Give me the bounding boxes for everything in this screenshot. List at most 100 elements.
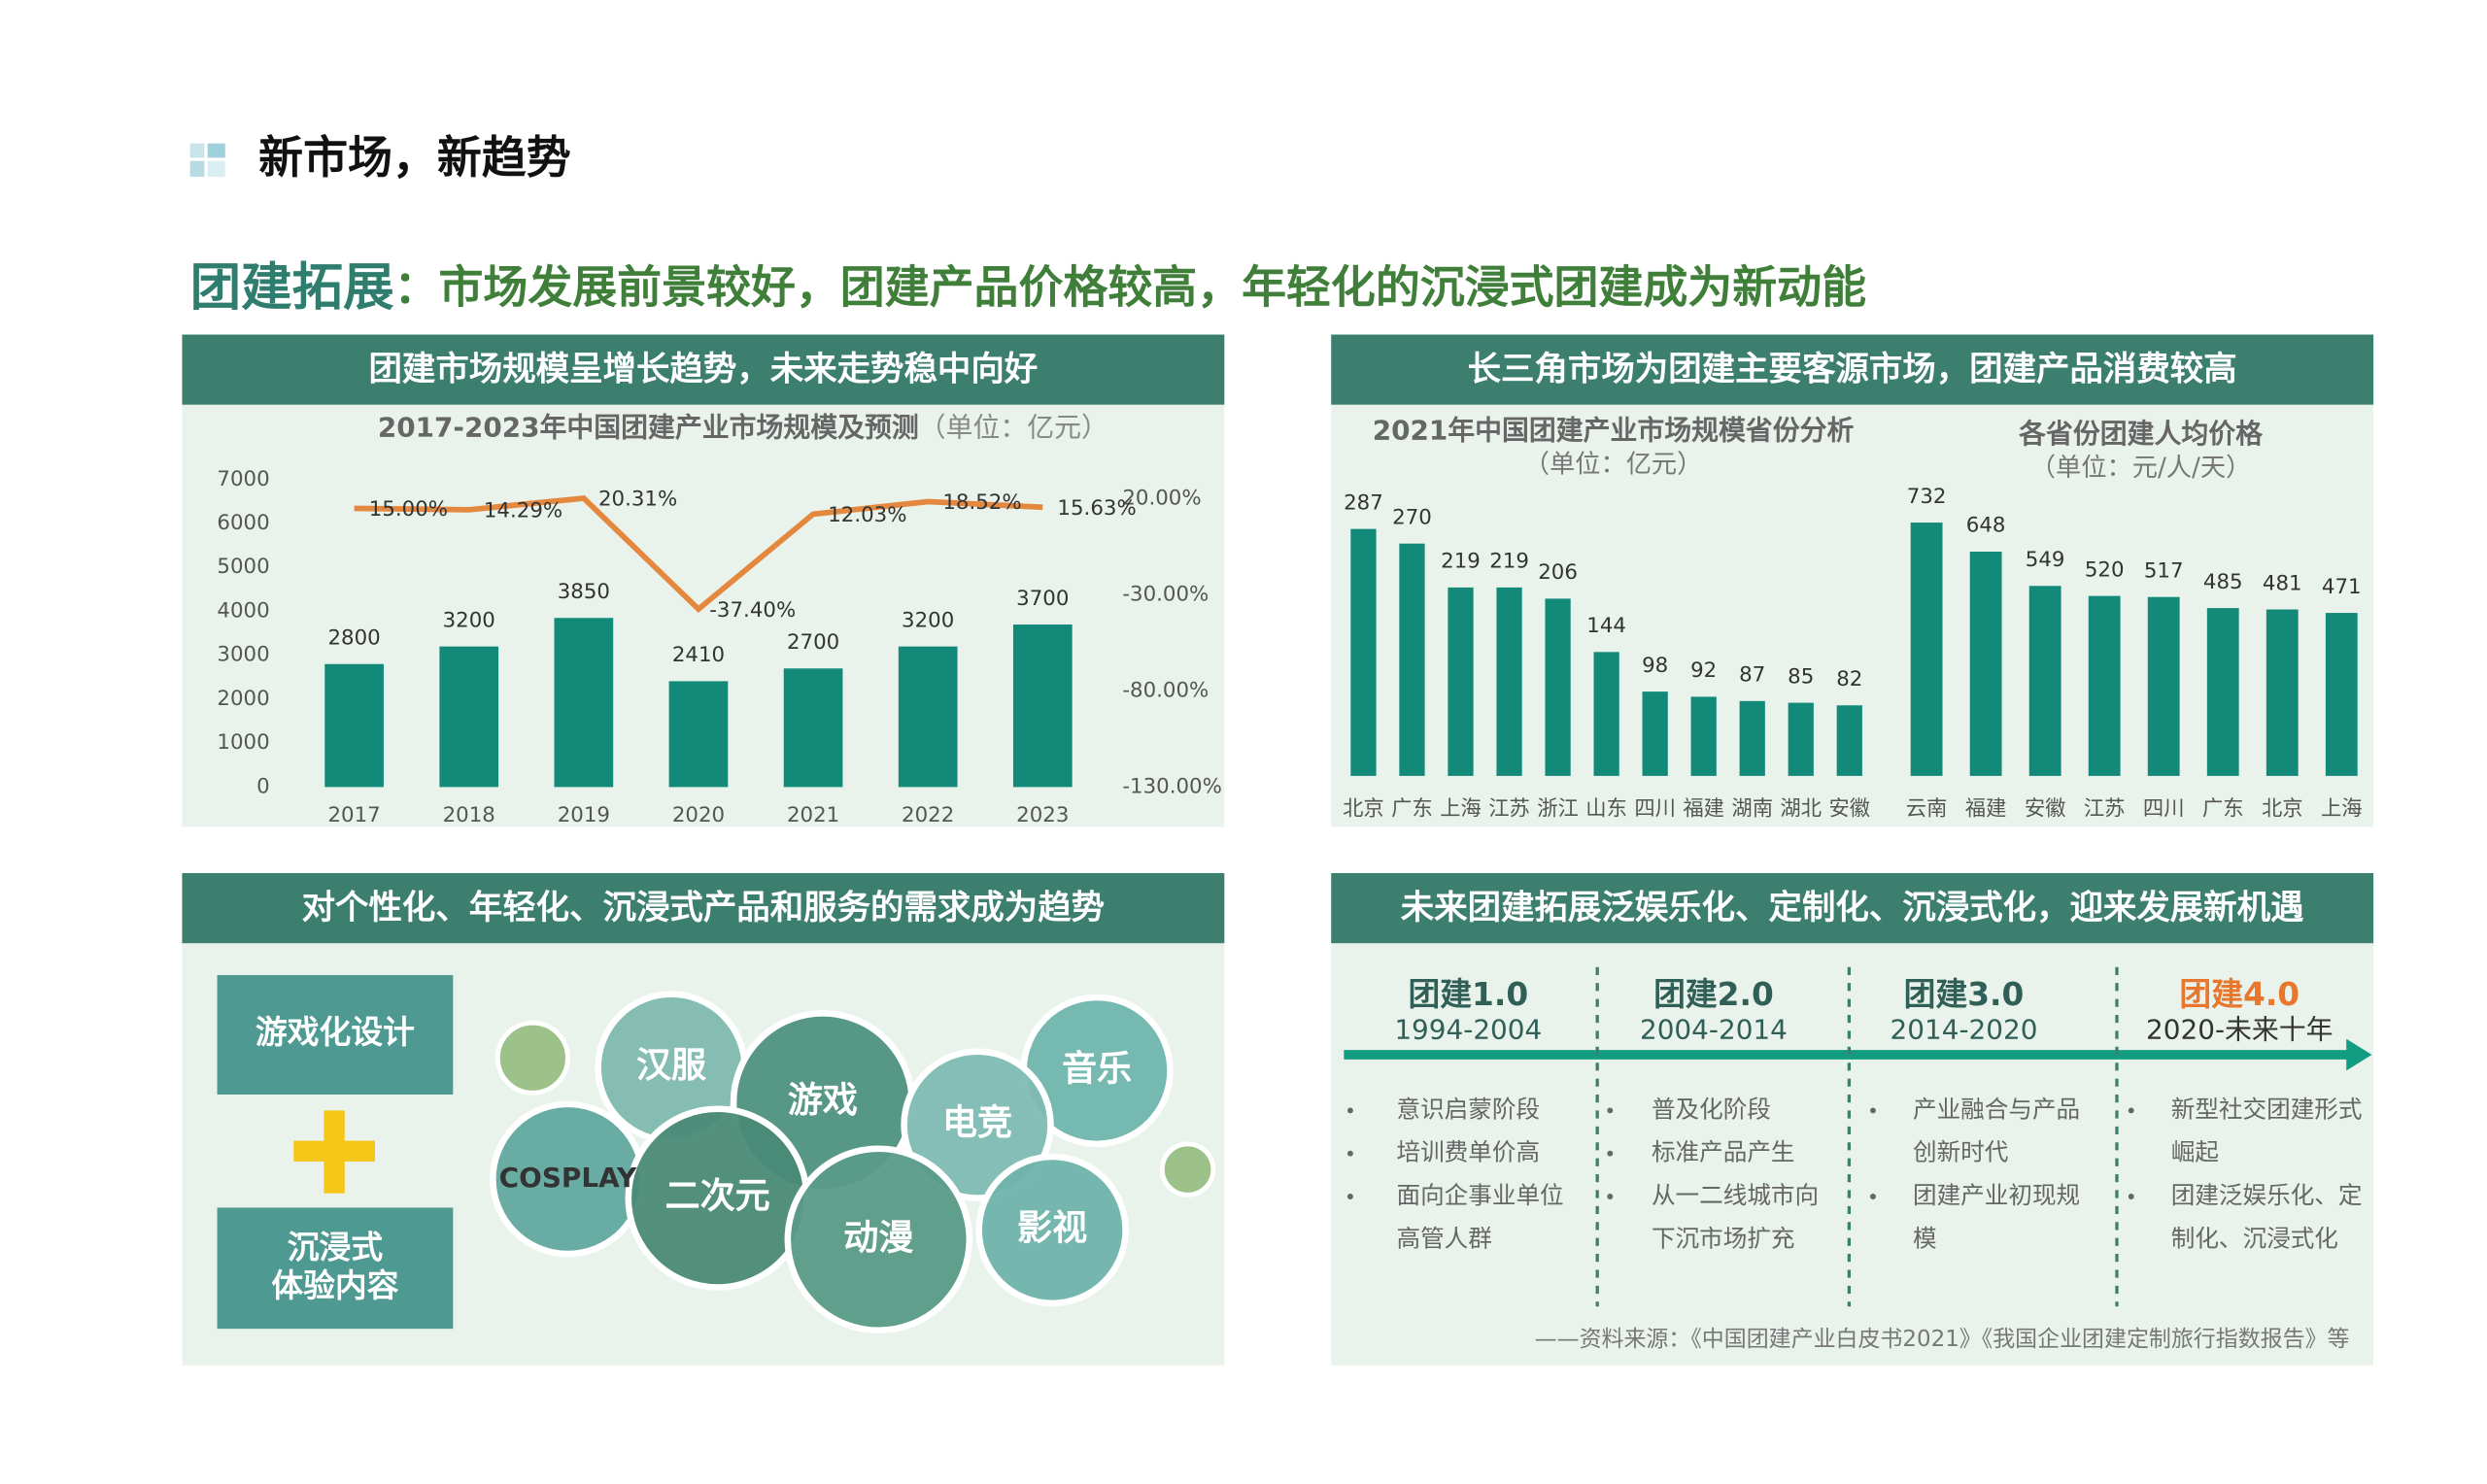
data-label: 485: [2203, 570, 2243, 594]
data-label: 87: [1739, 663, 1765, 688]
y-tick-label: 2000: [217, 687, 269, 711]
plus-sign: [293, 1140, 375, 1162]
stage-item: 高管人群: [1396, 1224, 1491, 1252]
bullet: [1607, 1150, 1614, 1157]
bar: [2266, 609, 2299, 776]
x-tick-label: 福建: [1965, 796, 2007, 821]
stage-item: 崛起: [2171, 1138, 2219, 1166]
x-tick-label: 江苏: [2084, 796, 2126, 821]
bullet: [1607, 1194, 1614, 1199]
bar: [1642, 691, 1668, 776]
data-label: 520: [2085, 557, 2125, 582]
chart-subtitle: （单位：亿元）: [1524, 451, 1703, 480]
stage-item: 新型社交团建形式: [2171, 1095, 2363, 1123]
source-note: ——资料来源：《中国团建产业白皮书2021》《我国企业团建定制旅行指数报告》等: [1535, 1327, 2350, 1352]
bar: [2028, 586, 2061, 776]
stage-period: 2004-2014: [1640, 1013, 1788, 1045]
x-tick-label: 上海: [1440, 796, 1482, 821]
data-label: -37.40%: [709, 598, 796, 623]
x-tick-label: 云南: [1906, 796, 1948, 821]
bubble-label: 电竞: [942, 1102, 1012, 1143]
x-tick-label: 北京: [2262, 796, 2303, 821]
stage-item: 创新时代: [1913, 1138, 2008, 1166]
bubble-label: 动漫: [843, 1217, 913, 1258]
stage-item: 团建泛娱乐化、定: [2171, 1181, 2363, 1209]
stage-label: 团建2.0: [1653, 976, 1774, 1013]
panel-header: [182, 872, 1225, 944]
stage-label: 团建4.0: [2179, 976, 2300, 1013]
bar: [439, 646, 499, 788]
y-tick-label: 4000: [217, 598, 269, 623]
y2-tick-label: 20.00%: [1122, 487, 1201, 511]
icon: [189, 143, 205, 158]
bar: [1399, 543, 1425, 776]
bullet: [1346, 1194, 1353, 1199]
page-title: 新市场，新趋势: [258, 131, 570, 184]
bubble: [975, 1153, 1129, 1307]
data-label: 2800: [327, 626, 380, 651]
data-label: 15.63%: [1057, 496, 1136, 521]
y2-tick-label: -130.00%: [1122, 774, 1222, 798]
stage-item: 从一二线城市向: [1652, 1181, 1819, 1209]
data-label: 2700: [787, 630, 839, 655]
x-tick-label: 安徽: [1828, 796, 1870, 821]
data-label: 98: [1642, 654, 1668, 678]
x-tick-label: 广东: [1391, 796, 1433, 821]
x-tick-label: 四川: [2143, 796, 2185, 821]
x-tick-label: 北京: [1343, 796, 1384, 821]
bullet: [2128, 1194, 2134, 1199]
chart-subtitle: （单位：元/人/天）: [2030, 454, 2252, 483]
data-label: 481: [2263, 571, 2302, 595]
data-label: 206: [1538, 560, 1578, 585]
y-tick-label: 6000: [217, 511, 269, 535]
data-label: 287: [1344, 490, 1383, 515]
panel-title: 长三角市场为团建主要客源市场，团建产品消费较高: [1468, 351, 2237, 389]
bar: [1012, 624, 1073, 788]
data-label: 15.00%: [369, 497, 448, 522]
x-tick-label: 2023: [1016, 803, 1069, 827]
bar: [668, 681, 729, 788]
bar: [1593, 652, 1619, 776]
x-tick-label: 2018: [443, 803, 495, 827]
y-tick-label: 0: [256, 774, 270, 798]
stage-item: 意识启蒙阶段: [1396, 1095, 1540, 1123]
bubble-label: COSPLAY: [499, 1162, 637, 1194]
bullet: [1346, 1107, 1353, 1114]
y-tick-label: 3000: [217, 643, 269, 667]
y-tick-label: 1000: [217, 730, 269, 755]
data-label: 219: [1441, 550, 1481, 574]
stage-label: 团建1.0: [1408, 976, 1528, 1013]
feature-box: [217, 974, 454, 1096]
bar: [1545, 598, 1571, 776]
chart-title: 2017-2023年中国团建产业市场规模及预测（单位：亿元）: [378, 411, 1108, 443]
data-label: 549: [2026, 548, 2065, 572]
stage-period: 2020-未来十年: [2146, 1013, 2334, 1045]
data-label: 12.03%: [828, 503, 906, 527]
x-tick-label: 广东: [2202, 796, 2244, 821]
bar: [2206, 608, 2239, 776]
subtitle-lead: 团建拓展: [190, 257, 394, 317]
panel-title: 对个性化、年轻化、沉浸式产品和服务的需求成为趋势: [302, 889, 1106, 928]
stage-period: 2014-2020: [1891, 1013, 2038, 1045]
panel: [1331, 872, 2374, 1366]
bullet: [1607, 1107, 1614, 1114]
data-label: 270: [1392, 505, 1432, 529]
x-tick-label: 2022: [902, 803, 954, 827]
panel-title: 团建市场规模呈增长趋势，未来走势稳中向好: [369, 351, 1039, 389]
bar: [2147, 596, 2180, 776]
bubble-label: 音乐: [1062, 1048, 1132, 1089]
bar: [1739, 700, 1765, 776]
data-label: 85: [1788, 664, 1814, 689]
data-label: 648: [1966, 514, 2006, 538]
panel-title: 未来团建拓展泛娱乐化、定制化、沉浸式化，迎来发展新机遇: [1401, 889, 2304, 928]
bar: [1969, 552, 2002, 776]
x-tick-label: 湖北: [1780, 796, 1822, 821]
bar: [2325, 613, 2358, 776]
subtitle-text: ：市场发展前景较好，团建产品价格较高，年轻化的沉浸式团建成为新动能: [394, 260, 1866, 313]
feature-label: 游戏化设计: [256, 1014, 415, 1051]
data-label: 144: [1586, 614, 1626, 638]
bar: [783, 668, 843, 788]
data-label: 14.29%: [484, 499, 562, 523]
x-tick-label: 安徽: [2025, 796, 2066, 821]
data-label: 20.31%: [598, 488, 677, 512]
